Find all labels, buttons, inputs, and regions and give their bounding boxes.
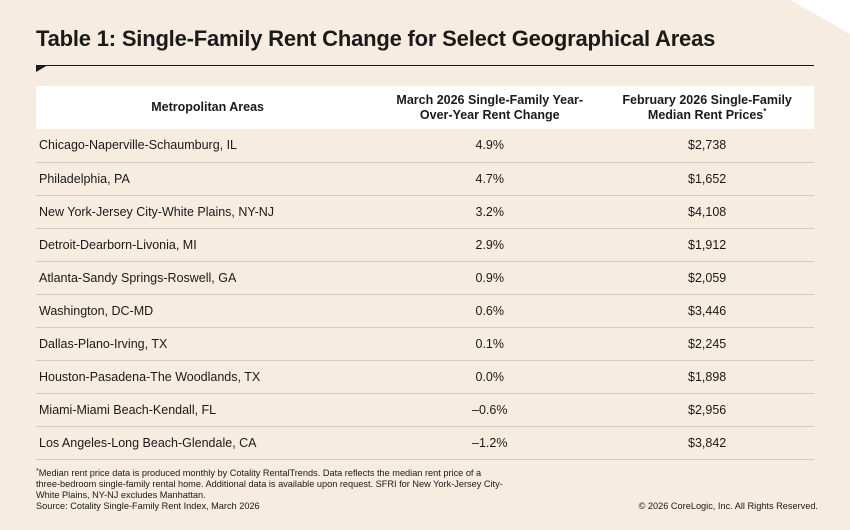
header-metropolitan-areas: Metropolitan Areas xyxy=(151,100,264,114)
rent-change-cell: –1.2% xyxy=(472,435,508,450)
median-rent-cell: $2,956 xyxy=(688,402,727,417)
rent-change-cell: 2.9% xyxy=(475,237,505,252)
rent-table: Metropolitan Areas March 2026 Single-Fam… xyxy=(36,86,814,460)
median-rent-cell: $2,738 xyxy=(688,138,727,153)
rent-change-cell: 0.6% xyxy=(475,303,505,318)
median-rent-cell: $2,245 xyxy=(688,336,727,351)
table-row: Atlanta-Sandy Springs-Roswell, GA 0.9% $2,… xyxy=(36,261,814,294)
title-divider xyxy=(36,65,814,66)
table-row: Miami-Miami Beach-Kendall, FL –0.6% $2,956 xyxy=(36,393,814,426)
area-cell: Houston-Pasadena-The Woodlands, TX xyxy=(39,369,261,384)
table-row: Los Angeles-Long Beach-Glendale, CA –1.2%… xyxy=(36,426,814,459)
median-rent-cell: $1,898 xyxy=(688,369,727,384)
table-row: Washington, DC-MD 0.6% $3,446 xyxy=(36,294,814,327)
rent-change-cell: 0.0% xyxy=(475,369,505,384)
median-rent-cell: $3,446 xyxy=(688,303,727,318)
median-rent-cell: $4,108 xyxy=(688,204,727,219)
median-rent-cell: $1,912 xyxy=(688,237,727,252)
source-line: Source: Cotality Single-Family Rent Inde… xyxy=(36,501,260,511)
area-cell: Detroit-Dearborn-Livonia, MI xyxy=(39,237,197,252)
table-row: Philadelphia, PA 4.7% $1,652 xyxy=(36,162,814,195)
header-median-rent: February 2026 Single-Family Median Rent … xyxy=(600,86,814,129)
area-cell: Miami-Miami Beach-Kendall, FL xyxy=(39,402,217,417)
rent-change-cell: –0.6% xyxy=(472,402,508,417)
divider-marker xyxy=(36,65,48,72)
footnote-text: *Median rent price data is produced mont… xyxy=(36,468,506,501)
rent-change-cell: 4.9% xyxy=(475,138,505,153)
area-cell: Atlanta-Sandy Springs-Roswell, GA xyxy=(39,270,237,285)
copyright-notice: © 2026 CoreLogic, Inc. All Rights Reserv… xyxy=(638,501,818,511)
table-row: New York-Jersey City-White Plains, NY-NJ… xyxy=(36,195,814,228)
header-rent-change: March 2026 Single-Family Year-Over-Year … xyxy=(396,92,584,122)
area-cell: New York-Jersey City-White Plains, NY-NJ xyxy=(39,204,275,219)
rent-change-cell: 4.7% xyxy=(475,171,505,186)
median-rent-cell: $2,059 xyxy=(688,270,727,285)
header-median-rent-label: February 2026 Single-Family Median Rent … xyxy=(622,92,792,122)
area-cell: Chicago-Naperville-Schaumburg, IL xyxy=(39,138,238,153)
rent-change-cell: 3.2% xyxy=(475,204,505,219)
table-row: Chicago-Naperville-Schaumburg, IL 4.9% $2,… xyxy=(36,129,814,162)
footnote-body: Median rent price data is produced month… xyxy=(36,468,503,500)
table-header-row: Metropolitan Areas March 2026 Single-Fam… xyxy=(36,86,814,129)
page-title: Table 1: Single-Family Rent Change for S… xyxy=(36,26,716,51)
table-row: Detroit-Dearborn-Livonia, MI 2.9% $1,912 xyxy=(36,228,814,261)
rent-change-cell: 0.9% xyxy=(475,270,505,285)
footnote-mark: * xyxy=(36,468,39,475)
footnote: *Median rent price data is produced mont… xyxy=(36,468,506,512)
area-cell: Los Angeles-Long Beach-Glendale, CA xyxy=(39,435,257,450)
area-cell: Philadelphia, PA xyxy=(39,171,130,186)
table-row: Dallas-Plano-Irving, TX 0.1% $2,245 xyxy=(36,327,814,360)
median-rent-cell: $3,842 xyxy=(688,435,727,450)
table-row: Houston-Pasadena-The Woodlands, TX 0.0% $1… xyxy=(36,360,814,393)
corner-accent xyxy=(790,0,850,34)
footnote-marker: * xyxy=(763,106,767,116)
area-cell: Dallas-Plano-Irving, TX xyxy=(39,336,168,351)
rent-change-cell: 0.1% xyxy=(475,336,505,351)
median-rent-cell: $1,652 xyxy=(688,171,727,186)
area-cell: Washington, DC-MD xyxy=(39,303,154,318)
